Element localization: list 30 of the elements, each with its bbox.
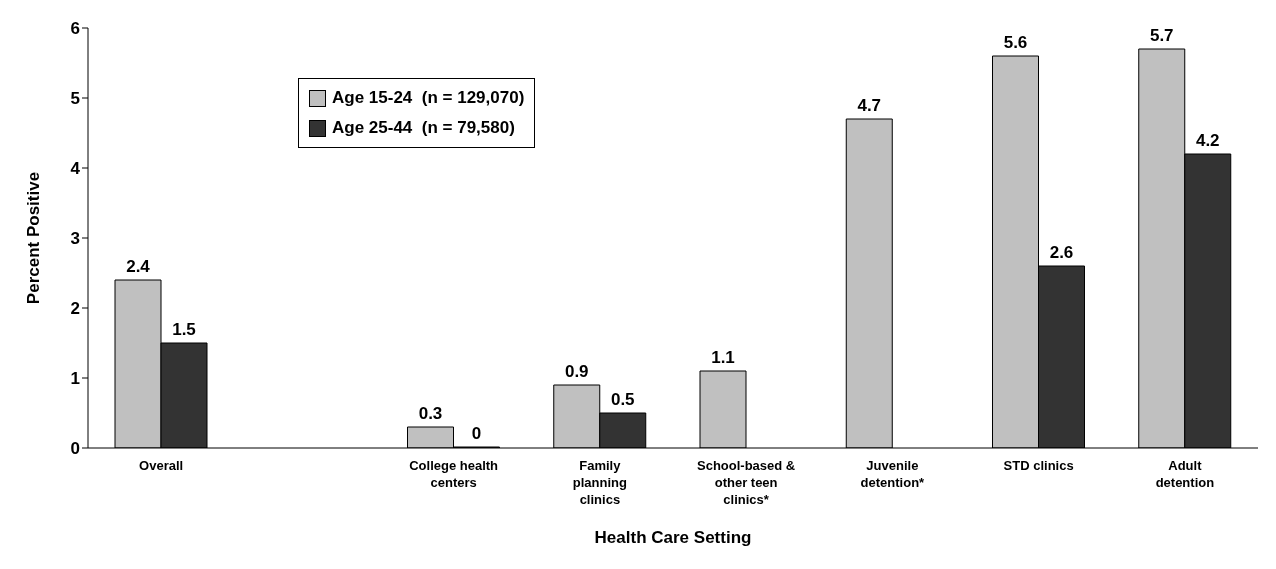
x-tick-label: Juvenile detention*	[860, 458, 926, 490]
data-label: 0.3	[418, 404, 443, 423]
data-label: 1.5	[172, 320, 196, 339]
x-axis-title: Health Care Setting	[594, 528, 752, 547]
x-tick-label: STD clinics	[1003, 458, 1074, 473]
x-tick-label: Family planning clinics	[572, 458, 628, 507]
x-tick-label: Overall	[139, 458, 184, 473]
data-label: 0	[471, 424, 482, 443]
legend-label: Age 25-44 (n = 79,580)	[332, 118, 515, 138]
data-label: 4.2	[1195, 131, 1220, 150]
y-tick-label: 6	[70, 19, 80, 39]
data-label: 5.7	[1149, 26, 1174, 45]
legend-label: Age 15-24 (n = 129,070)	[332, 88, 525, 108]
data-label: 1.1	[711, 348, 735, 367]
y-tick-label: 4	[70, 159, 81, 179]
data-label: 4.7	[857, 96, 882, 115]
data-label: 0.5	[610, 390, 635, 409]
y-axis-title: Percent Positive	[24, 171, 44, 305]
y-tick-label: 2	[70, 299, 80, 319]
y-tick-label: 5	[70, 89, 80, 109]
y-tick-label: 1	[70, 369, 80, 389]
x-tick-label: School-based & other teen clinics*	[697, 458, 796, 507]
data-label: 0.9	[564, 362, 589, 381]
x-tick-label: Adult detention	[1155, 458, 1215, 490]
data-label: 2.4	[126, 257, 151, 276]
y-tick-label: 3	[70, 229, 80, 249]
y-tick-label: 0	[70, 439, 80, 459]
data-label: 5.6	[1003, 33, 1028, 52]
x-tick-label: College health centers	[409, 458, 499, 490]
data-label: 2.6	[1049, 243, 1074, 262]
